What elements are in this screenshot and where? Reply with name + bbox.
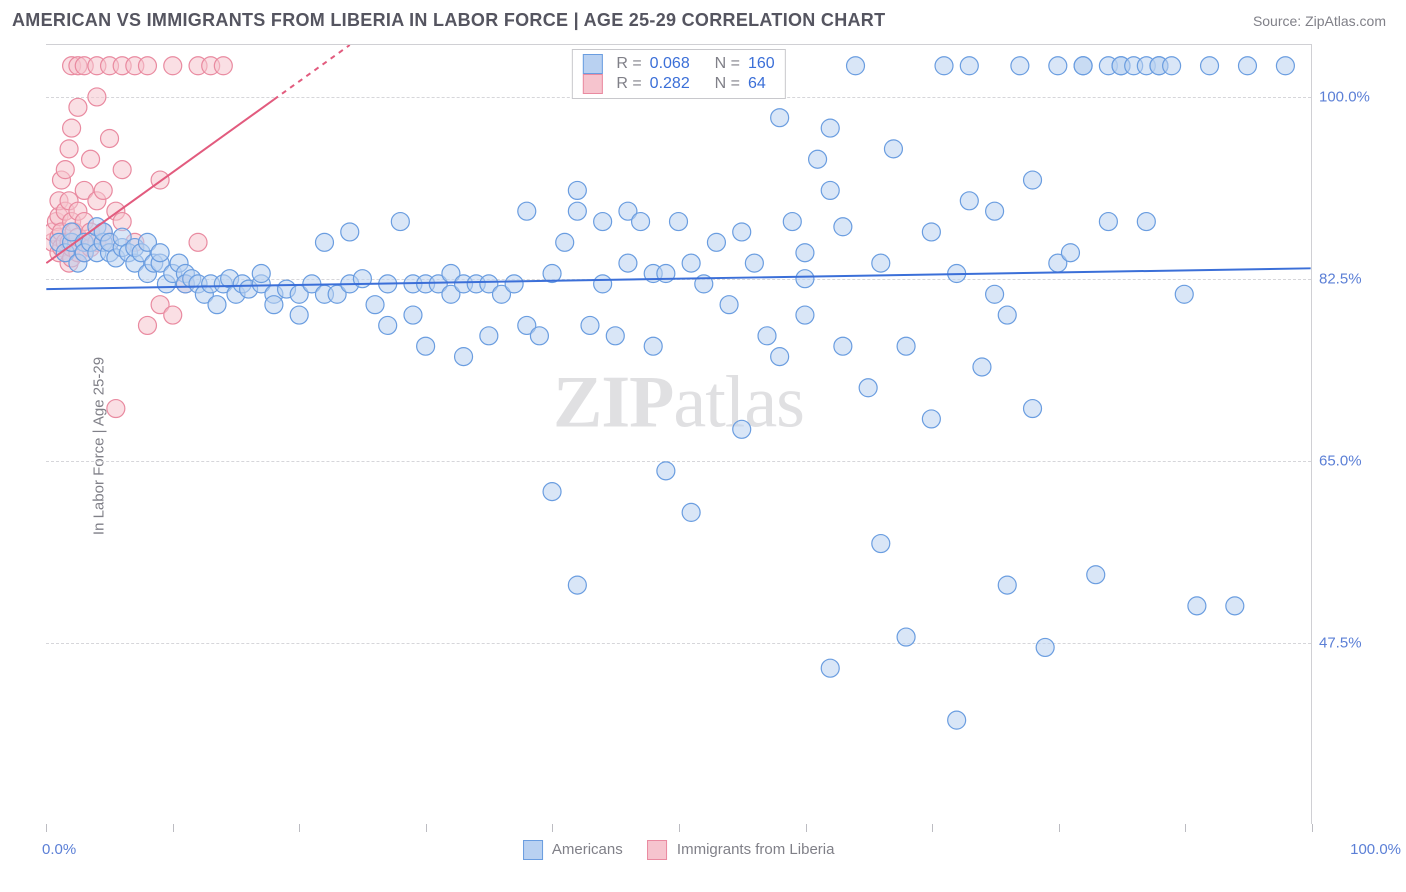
source-label: Source: ZipAtlas.com: [1253, 13, 1386, 29]
x-tick: [173, 824, 174, 832]
y-tick-label: 82.5%: [1319, 271, 1393, 288]
x-tick: [426, 824, 427, 832]
swatch-americans-icon: [523, 840, 543, 860]
legend-row-americans: R = 0.068 N = 160: [582, 54, 774, 74]
x-tick: [1059, 824, 1060, 832]
scatter-plot: [46, 45, 1311, 824]
x-tick: [299, 824, 300, 832]
swatch-liberia-icon: [647, 840, 667, 860]
legend-item-liberia: Immigrants from Liberia: [647, 840, 835, 860]
x-tick: [1185, 824, 1186, 832]
y-tick-label: 100.0%: [1319, 89, 1393, 106]
x-tick: [679, 824, 680, 832]
x-min-label: 0.0%: [42, 841, 76, 858]
y-tick-label: 65.0%: [1319, 453, 1393, 470]
correlation-legend: R = 0.068 N = 160 R = 0.282 N = 64: [571, 49, 785, 99]
swatch-liberia: [582, 74, 602, 94]
x-tick: [806, 824, 807, 832]
chart-area: ZIPatlas R = 0.068 N = 160 R = 0.282 N =…: [46, 44, 1312, 824]
legend-row-liberia: R = 0.282 N = 64: [582, 74, 774, 94]
chart-title: AMERICAN VS IMMIGRANTS FROM LIBERIA IN L…: [12, 10, 885, 31]
legend-item-americans: Americans: [523, 840, 623, 860]
y-tick-label: 47.5%: [1319, 635, 1393, 652]
x-tick: [552, 824, 553, 832]
swatch-americans: [582, 54, 602, 74]
series-legend: Americans Immigrants from Liberia: [523, 840, 835, 860]
x-tick: [1312, 824, 1313, 832]
x-max-label: 100.0%: [1350, 841, 1401, 858]
x-tick: [46, 824, 47, 832]
x-tick: [932, 824, 933, 832]
